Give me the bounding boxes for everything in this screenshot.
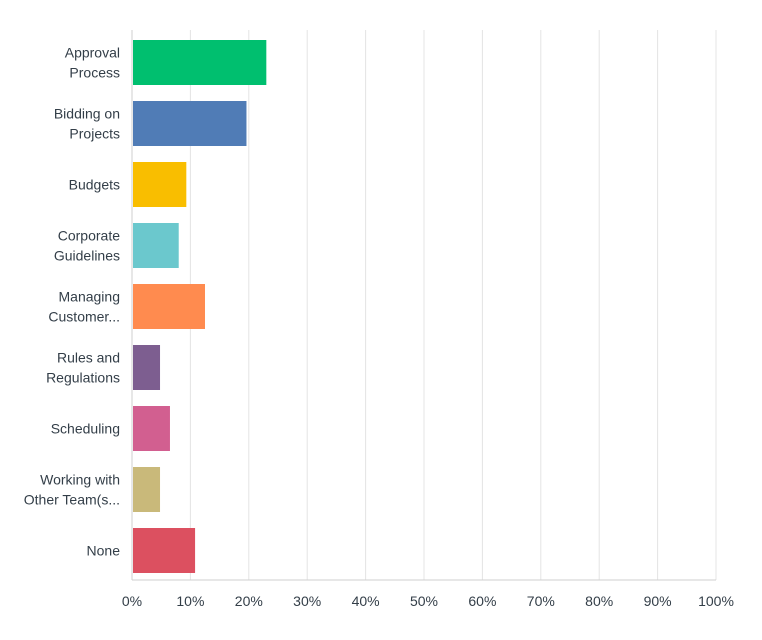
x-tick-label: 70%: [527, 593, 555, 609]
x-tick-label: 10%: [176, 593, 204, 609]
category-label: None: [87, 543, 121, 559]
bar: [133, 101, 247, 146]
bar: [133, 406, 170, 451]
bar: [133, 284, 205, 329]
bars: [133, 40, 267, 573]
bar: [133, 223, 179, 268]
category-label: Corporate Guidelines: [54, 228, 120, 264]
bar: [133, 162, 187, 207]
category-label: Scheduling: [51, 421, 120, 437]
x-tick-label: 30%: [293, 593, 321, 609]
x-tick-label: 20%: [235, 593, 263, 609]
x-axis-tick-labels: 0% 10% 20% 30% 40% 50% 60% 70% 80% 90% 100%: [122, 593, 734, 609]
x-tick-label: 50%: [410, 593, 438, 609]
bar: [133, 467, 161, 512]
category-label: Approval Process: [65, 45, 120, 81]
category-label: Rules and Regulations: [46, 350, 120, 386]
x-tick-label: 60%: [468, 593, 496, 609]
x-tick-label: 100%: [698, 593, 734, 609]
x-tick-label: 80%: [585, 593, 613, 609]
bar: [133, 528, 196, 573]
x-tick-label: 40%: [352, 593, 380, 609]
category-label: Working with Other Team(s...: [24, 472, 120, 508]
bar: [133, 40, 267, 85]
x-tick-label: 90%: [644, 593, 672, 609]
bar: [133, 345, 161, 390]
category-label: Managing Customer...: [48, 289, 120, 325]
category-label: Bidding on Projects: [54, 106, 120, 142]
category-label: Budgets: [69, 177, 120, 193]
grid: [189, 30, 717, 580]
x-tick-label: 0%: [122, 593, 142, 609]
category-labels: Approval Process Bidding on Projects Budgets…: [24, 45, 120, 559]
